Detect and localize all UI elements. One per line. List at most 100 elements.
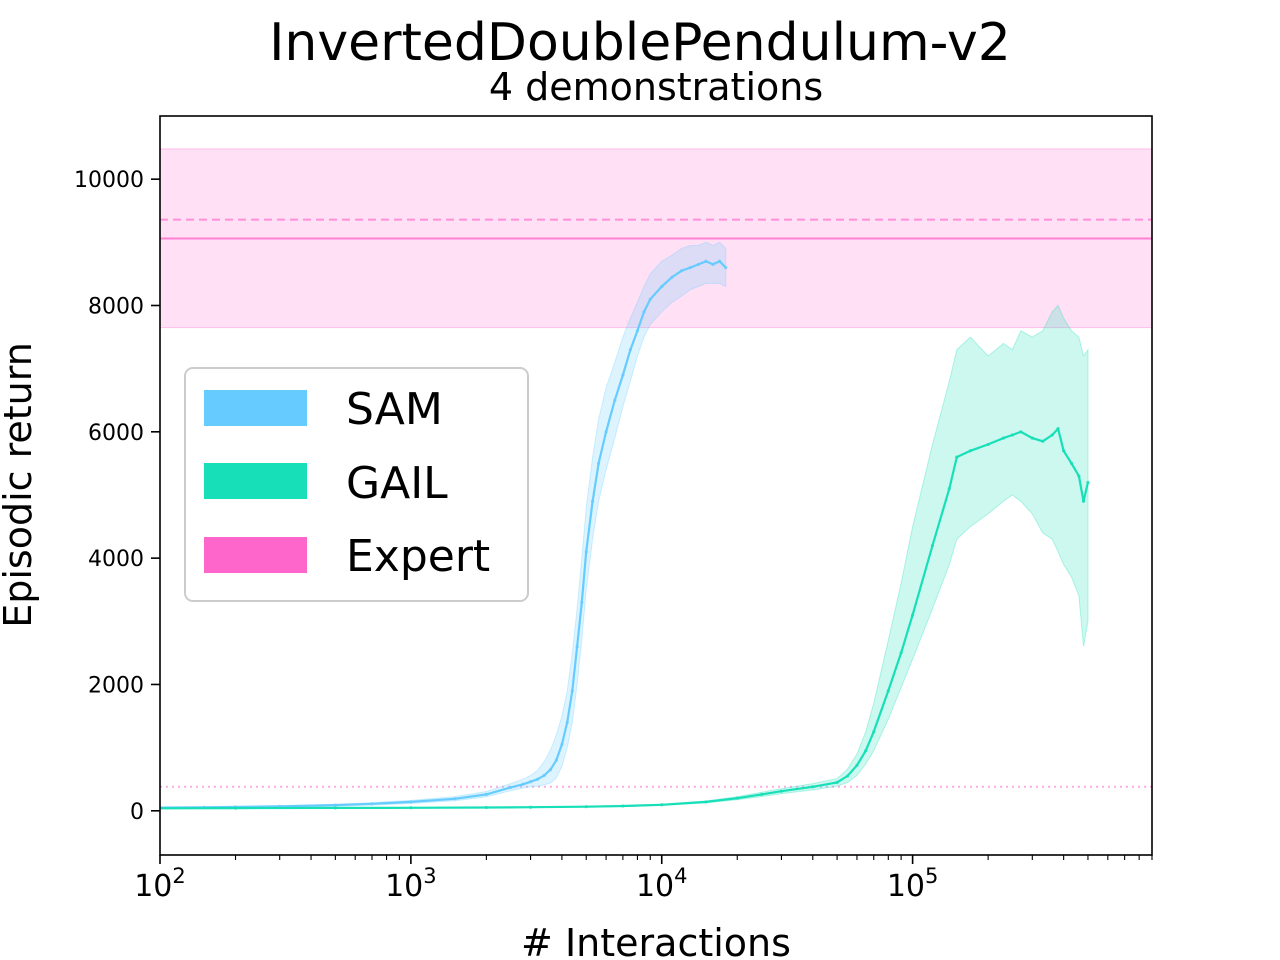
series-point-gail: [911, 613, 915, 617]
series-point-sam: [670, 275, 674, 279]
series-point-sam: [688, 265, 692, 270]
series-point-sam: [642, 310, 646, 314]
y-tick-label: 8000: [88, 294, 144, 319]
series-point-gail: [947, 487, 951, 491]
series-point-gail: [1086, 480, 1090, 484]
series-point-sam: [370, 802, 374, 806]
series-point-sam: [484, 792, 488, 796]
series-point-gail: [759, 792, 764, 796]
series-gail: [160, 304, 1090, 810]
series-point-gail: [855, 763, 859, 767]
series-point-gail: [930, 543, 935, 548]
series-point-sam: [584, 550, 588, 554]
series-point-sam: [628, 348, 632, 352]
series-point-gail: [968, 449, 973, 453]
x-axis: 102 103 104 105: [134, 855, 1153, 904]
legend-label-sam: SAM: [346, 384, 443, 435]
series-point-sam: [565, 720, 569, 724]
series-point-gail: [621, 804, 625, 808]
series-point-gail: [333, 806, 337, 810]
chart-title: InvertedDoublePendulum-v2: [269, 13, 1011, 73]
series-point-gail: [1050, 433, 1054, 437]
series-point-gail: [864, 749, 868, 753]
series-point-gail: [886, 689, 890, 693]
series-point-sam: [590, 499, 595, 503]
series-point-sam: [635, 329, 640, 333]
series-point-gail: [811, 785, 815, 789]
series-point-sam: [453, 797, 457, 801]
series-point-gail: [735, 796, 739, 800]
x-tick-label: 102: [134, 864, 186, 904]
series-point-sam: [548, 768, 553, 772]
expert-layer: [160, 148, 1152, 788]
legend-label-gail: GAIL: [346, 458, 448, 509]
series-point-sam: [409, 800, 413, 804]
legend: SAM GAIL Expert: [184, 367, 529, 602]
series-point-gail: [233, 806, 238, 810]
series-point-sam: [660, 284, 664, 289]
series-line-sam: [160, 260, 727, 809]
series-point-gail: [955, 455, 959, 459]
series-point-gail: [584, 805, 588, 809]
series-point-sam: [535, 777, 540, 781]
series-point-sam: [580, 600, 584, 604]
y-tick-label: 10000: [74, 168, 144, 193]
series-point-gail: [1010, 433, 1015, 437]
series-point-gail: [409, 806, 413, 810]
series-point-sam: [554, 758, 558, 762]
plot-frame: [159, 115, 1153, 856]
series-point-gail: [660, 803, 664, 807]
y-tick-label: 2000: [88, 673, 144, 698]
series-point-gail: [845, 774, 850, 778]
series-point-gail: [484, 805, 488, 810]
series-point-gail: [1030, 436, 1034, 440]
legend-label-expert: Expert: [346, 531, 490, 582]
series-point-gail: [1069, 461, 1074, 465]
series-band-sam: [160, 241, 727, 809]
series-point-gail: [986, 442, 990, 447]
series-point-sam: [648, 297, 652, 301]
series-point-sam: [696, 262, 700, 267]
legend-swatch-expert: [204, 537, 307, 573]
series-band-gail: [160, 304, 1089, 810]
series-point-gail: [704, 800, 708, 804]
series-point-gail: [779, 789, 784, 793]
series-point-sam: [560, 742, 564, 747]
series-point-sam: [724, 265, 728, 270]
plot-area: [160, 148, 1152, 810]
series-point-sam: [717, 259, 722, 263]
series-point-gail: [1041, 439, 1045, 443]
series-point-sam: [509, 785, 513, 790]
series-point-sam: [596, 461, 601, 465]
series-point-sam: [333, 803, 337, 807]
series-point-gail: [1019, 430, 1023, 434]
y-tick-label: 4000: [88, 547, 144, 572]
series-point-sam: [680, 269, 684, 273]
x-axis-label: # Interactions: [521, 921, 791, 960]
series-point-gail: [899, 651, 903, 655]
series-point-gail: [528, 805, 533, 809]
series-point-sam: [521, 782, 525, 786]
y-axis-label: Episodic return: [0, 342, 40, 628]
series-point-gail: [1077, 474, 1081, 478]
series-point-sam: [613, 398, 617, 402]
series-point-gail: [1081, 499, 1086, 503]
series-point-sam: [711, 262, 715, 267]
series-point-gail: [1001, 436, 1005, 440]
legend-swatch-gail: [204, 463, 307, 499]
chart-subtitle: 4 demonstrations: [489, 65, 823, 109]
series-point-sam: [621, 373, 625, 377]
x-tick-label: 103: [385, 864, 437, 904]
series-layer: [160, 241, 1090, 810]
series-point-sam: [542, 773, 546, 778]
x-tick-label: 104: [636, 864, 688, 904]
series-point-gail: [1062, 449, 1066, 453]
x-tick-label: 105: [887, 864, 939, 904]
legend-swatch-sam: [204, 390, 307, 426]
y-tick-label: 0: [130, 800, 144, 825]
series-point-sam: [528, 780, 533, 784]
series-point-gail: [835, 780, 839, 784]
y-tick-label: 6000: [88, 421, 144, 446]
series-point-gail: [872, 730, 876, 734]
